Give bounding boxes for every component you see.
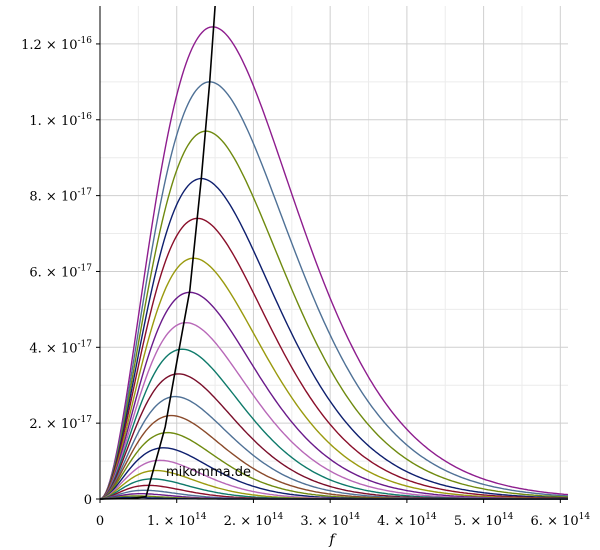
series-line-4 <box>99 177 568 500</box>
x-tick-label: 2. × 1014 <box>224 512 284 529</box>
series-line-1 <box>99 26 569 500</box>
x-tick-label: 3. × 1014 <box>300 512 360 529</box>
y-tick-label: 2. × 10-17 <box>29 415 92 432</box>
x-tick-label: 4. × 1014 <box>377 512 437 529</box>
series-line-2 <box>99 81 569 500</box>
y-tick-label: 0 <box>84 493 92 508</box>
x-tick-label: 5. × 1014 <box>454 512 514 529</box>
series-line-6 <box>99 257 568 500</box>
chart-series-group <box>99 5 569 500</box>
y-tick-label: 8. × 10-17 <box>29 188 92 205</box>
y-tick-label: 6. × 10-17 <box>29 263 92 280</box>
series-line-3 <box>99 130 569 500</box>
peak-locus-line <box>99 5 216 500</box>
watermark-annotation: mikomma.de <box>166 465 251 480</box>
chart-axes <box>96 6 568 503</box>
x-tick-label: 6. × 1014 <box>531 512 591 529</box>
x-tick-label: 1. × 1014 <box>147 512 207 529</box>
series-line-10 <box>99 373 568 500</box>
x-axis-label: f <box>328 532 337 548</box>
y-tick-label: 1. × 10-16 <box>29 112 92 129</box>
chart-tick-labels: 0 1. × 1014 2. × 1014 3. × 1014 4. × 1014 5. … <box>21 36 590 529</box>
y-tick-label: 4. × 10-17 <box>29 339 92 356</box>
y-tick-label: 1.2 × 10-16 <box>21 36 92 53</box>
x-tick-label: 0 <box>96 514 104 529</box>
series-line-5 <box>99 217 569 500</box>
chart-grid <box>100 6 568 499</box>
